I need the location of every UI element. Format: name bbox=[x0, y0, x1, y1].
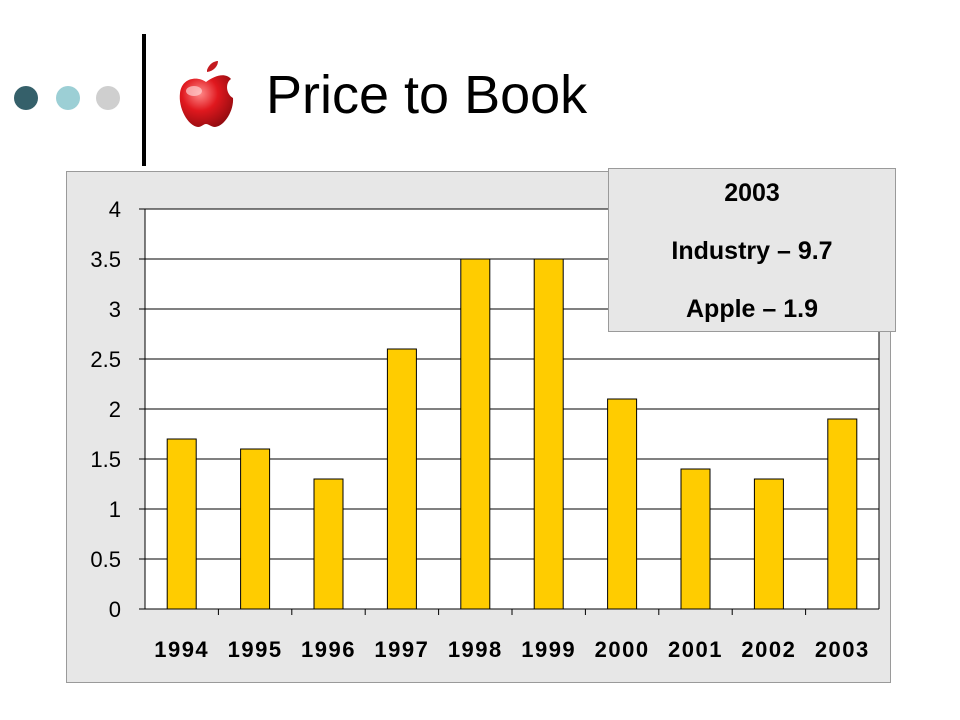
x-tick-label: 1999 bbox=[521, 637, 576, 662]
bar-1996 bbox=[313, 478, 344, 610]
bar-2003 bbox=[827, 418, 858, 610]
callout-year: 2003 bbox=[724, 179, 780, 207]
bar-2002 bbox=[753, 478, 784, 610]
y-tick-label: 1.5 bbox=[90, 447, 121, 472]
y-tick-label: 2 bbox=[109, 397, 121, 422]
y-tick-label: 2.5 bbox=[90, 347, 121, 372]
title-divider bbox=[142, 34, 146, 166]
bar-1995 bbox=[240, 448, 271, 610]
y-tick-label: 4 bbox=[109, 197, 121, 222]
light-teal-dot bbox=[56, 86, 80, 110]
x-tick-label: 1994 bbox=[154, 637, 209, 662]
slide-title: Price to Book bbox=[266, 65, 588, 125]
bar-1994 bbox=[166, 438, 197, 610]
bar-1999 bbox=[533, 258, 564, 610]
callout-apple: Apple – 1.9 bbox=[686, 295, 818, 323]
x-tick-label: 2003 bbox=[815, 637, 870, 662]
x-tick-label: 2000 bbox=[595, 637, 650, 662]
x-tick-label: 1995 bbox=[228, 637, 283, 662]
y-tick-label: 3 bbox=[109, 297, 121, 322]
y-tick-label: 1 bbox=[109, 497, 121, 522]
bar-1997 bbox=[386, 348, 417, 610]
apple-logo-icon bbox=[179, 61, 234, 127]
dark-teal-dot bbox=[14, 86, 38, 110]
y-tick-label: 0.5 bbox=[90, 547, 121, 572]
x-tick-label: 1998 bbox=[448, 637, 503, 662]
bar-1998 bbox=[460, 258, 491, 610]
bullet-dots bbox=[14, 86, 124, 112]
y-tick-label: 0 bbox=[109, 597, 121, 622]
callout-industry: Industry – 9.7 bbox=[671, 237, 833, 265]
summary-callout: 2003 Industry – 9.7 Apple – 1.9 bbox=[608, 168, 896, 332]
gray-dot bbox=[96, 86, 120, 110]
bar-2000 bbox=[607, 398, 638, 610]
x-tick-label: 1996 bbox=[301, 637, 356, 662]
x-tick-label: 2002 bbox=[741, 637, 796, 662]
x-tick-label: 1997 bbox=[374, 637, 429, 662]
x-tick-label: 2001 bbox=[668, 637, 723, 662]
bar-2001 bbox=[680, 468, 711, 610]
y-tick-label: 3.5 bbox=[90, 247, 121, 272]
